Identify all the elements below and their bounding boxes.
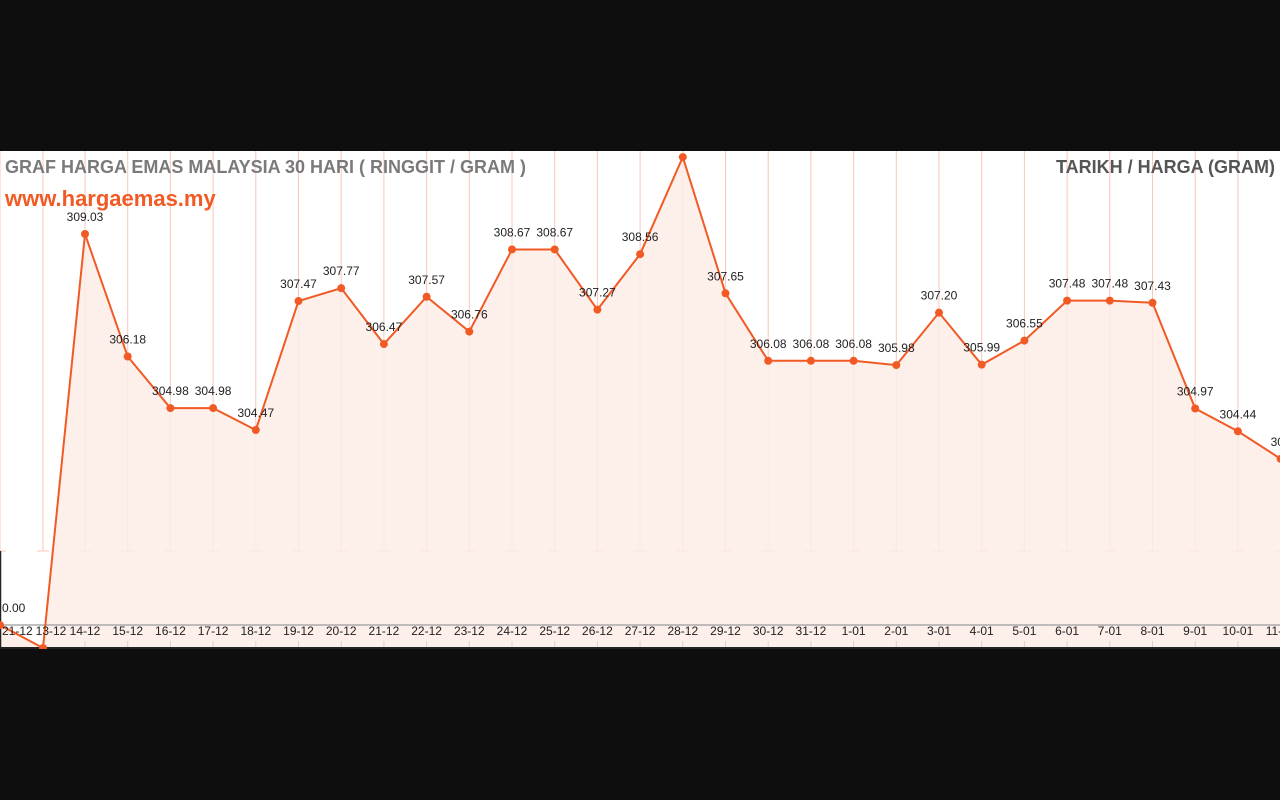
x-tick-label: 29-12 [710, 624, 741, 638]
data-label: 307.27 [579, 286, 616, 300]
data-point [849, 356, 858, 365]
x-tick-label: 3-01 [927, 624, 951, 638]
data-label: 308.67 [536, 225, 573, 239]
x-tick-label: 6-01 [1055, 624, 1079, 638]
data-label: 304.44 [1220, 407, 1257, 421]
x-tick-label: 31-12 [796, 624, 827, 638]
data-label: 307.48 [1049, 277, 1086, 291]
x-tick-label: 11-01 [1266, 624, 1280, 638]
data-point [1063, 296, 1072, 305]
data-point [806, 356, 815, 365]
x-tick-label: 2-01 [884, 624, 908, 638]
data-label: 306.08 [835, 337, 872, 351]
data-point [251, 425, 260, 434]
data-label: 304.47 [237, 406, 274, 420]
data-label: 307.47 [280, 277, 317, 291]
data-label: 307.77 [323, 264, 360, 278]
data-point [1276, 454, 1280, 463]
data-point [1105, 296, 1114, 305]
data-label: 307.48 [1091, 277, 1128, 291]
x-tick-label: 22-12 [411, 624, 442, 638]
x-tick-label: 7-01 [1098, 624, 1122, 638]
x-tick-label: 19-12 [283, 624, 314, 638]
x-tick-label: 20-12 [326, 624, 357, 638]
data-label: 308.67 [494, 225, 531, 239]
data-label: 306.08 [750, 337, 787, 351]
data-point [209, 404, 218, 413]
data-label: 307.65 [707, 269, 744, 283]
x-tick-label: 13-12 [36, 624, 67, 638]
x-tick-label: 15-12 [112, 624, 143, 638]
data-point [935, 308, 943, 317]
data-point [81, 230, 89, 238]
data-label: 307.57 [408, 273, 445, 287]
chart-title: GRAF HARGA EMAS MALAYSIA 30 HARI ( RINGG… [5, 157, 527, 177]
data-label: 305.98 [878, 341, 915, 355]
x-tick-label: 30-12 [753, 624, 784, 638]
x-tick-label: 27-12 [625, 624, 656, 638]
x-tick-label: 21-12 [2, 624, 33, 638]
data-label: 306.76 [451, 308, 488, 322]
legend-label: TARIKH / HARGA (GRAM) [1056, 157, 1275, 177]
data-point [123, 352, 132, 361]
area-fill [0, 157, 1280, 649]
x-tick-label: 1-01 [842, 624, 866, 638]
x-tick-label: 14-12 [70, 624, 101, 638]
data-point [550, 245, 559, 254]
data-label: 309.03 [67, 210, 104, 224]
x-tick-label: 8-01 [1140, 624, 1164, 638]
x-tick-label: 21-12 [369, 624, 400, 638]
x-tick-label: 26-12 [582, 624, 613, 638]
site-link[interactable]: www.hargaemas.my [5, 186, 216, 211]
data-label: 307.20 [921, 289, 958, 303]
data-point [294, 297, 303, 306]
data-point [593, 305, 602, 314]
data-point [636, 250, 645, 259]
data-label: 304.97 [1177, 384, 1214, 398]
x-tick-label: 18-12 [240, 624, 271, 638]
data-point [892, 361, 901, 370]
x-tick-label: 10-01 [1223, 624, 1254, 638]
data-label: 306.08 [793, 337, 830, 351]
x-tick-label: 28-12 [667, 624, 698, 638]
data-label: 308.56 [622, 230, 659, 244]
data-point [465, 327, 474, 336]
x-tick-label: 16-12 [155, 624, 186, 638]
data-label: 305.99 [963, 341, 1000, 355]
x-tick-label: 25-12 [539, 624, 570, 638]
x-tick-label: 17-12 [198, 624, 229, 638]
x-tick-label: 5-01 [1012, 624, 1036, 638]
data-label: 307.43 [1134, 279, 1171, 293]
data-label: 306.55 [1006, 317, 1043, 331]
data-point [1148, 298, 1157, 307]
x-tick-label: 9-01 [1183, 624, 1207, 638]
data-point [379, 340, 388, 349]
data-point [1020, 336, 1029, 345]
data-point [721, 289, 730, 298]
data-point [422, 292, 431, 301]
data-point [1191, 404, 1200, 413]
x-tick-label: 23-12 [454, 624, 485, 638]
data-point [39, 644, 47, 649]
data-label: 304.98 [195, 384, 232, 398]
data-label: 0.00 [2, 601, 26, 615]
data-point [977, 360, 986, 369]
x-tick-label: 4-01 [970, 624, 994, 638]
data-label: 306.47 [366, 320, 403, 334]
data-point [1233, 427, 1242, 436]
data-point [764, 356, 773, 365]
data-point [678, 153, 687, 162]
data-label: 306.18 [109, 332, 146, 346]
data-point [166, 404, 175, 413]
data-point [508, 245, 516, 254]
data-label: 304.98 [152, 384, 189, 398]
x-tick-label: 24-12 [497, 624, 528, 638]
gold-price-chart: 0.00 21-12 13-12 309.03 14-12 306.18 15-12 304.… [0, 151, 1280, 649]
data-point [337, 284, 346, 293]
data-point [0, 621, 4, 629]
data-label: 303 [1271, 435, 1280, 449]
